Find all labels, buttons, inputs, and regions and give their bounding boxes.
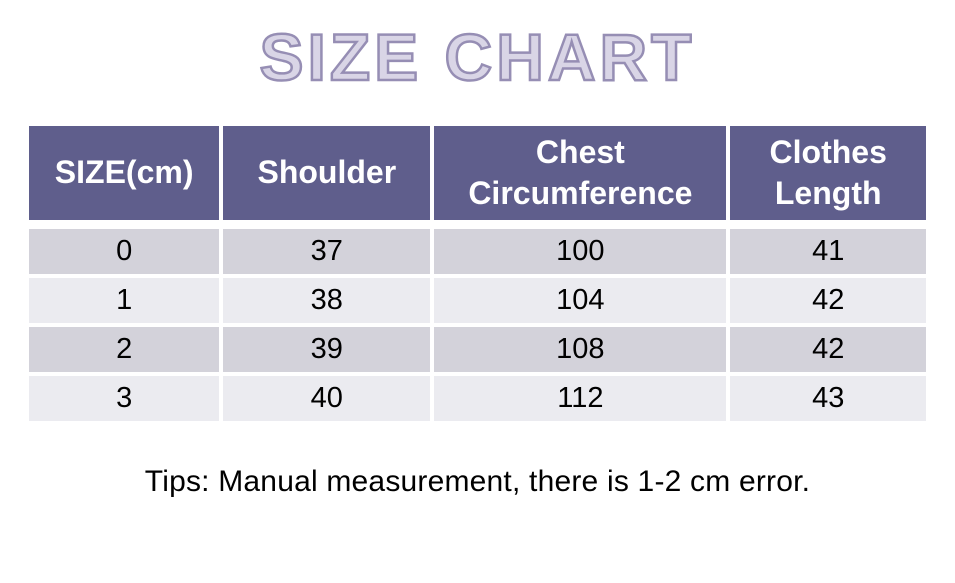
table-cell: 40 (223, 375, 431, 421)
table-row: 2 39 108 42 (29, 326, 926, 372)
size-table-header: SIZE(cm) Shoulder Chest Circumference Cl… (29, 125, 926, 225)
column-header-chest-circumference: Chest Circumference (434, 125, 727, 225)
size-table: SIZE(cm) Shoulder Chest Circumference Cl… (25, 122, 930, 425)
table-cell: 37 (223, 228, 431, 274)
size-table-body: 0 37 100 41 1 38 104 42 2 39 108 42 3 40… (29, 228, 926, 421)
table-row: 0 37 100 41 (29, 228, 926, 274)
column-header-size: SIZE(cm) (29, 125, 220, 225)
table-cell: 112 (434, 375, 727, 421)
table-cell: 1 (29, 277, 220, 323)
table-cell: 3 (29, 375, 220, 421)
table-cell: 42 (730, 277, 926, 323)
page-title: SIZE CHART (258, 19, 696, 95)
tips-note: Tips: Manual measurement, there is 1-2 c… (144, 464, 811, 498)
table-cell: 38 (223, 277, 431, 323)
table-cell: 42 (730, 326, 926, 372)
table-row: 3 40 112 43 (29, 375, 926, 421)
table-cell: 104 (434, 277, 727, 323)
table-cell: 2 (29, 326, 220, 372)
table-cell: 41 (730, 228, 926, 274)
column-header-clothes-length: Clothes Length (730, 125, 926, 225)
table-cell: 0 (29, 228, 220, 274)
table-cell: 100 (434, 228, 727, 274)
column-header-shoulder: Shoulder (223, 125, 431, 225)
size-chart-page: SIZE CHART SIZE(cm) Shoulder Chest Circu… (0, 19, 955, 499)
table-cell: 108 (434, 326, 727, 372)
table-row: 1 38 104 42 (29, 277, 926, 323)
header-row: SIZE(cm) Shoulder Chest Circumference Cl… (29, 125, 926, 225)
table-cell: 43 (730, 375, 926, 421)
table-cell: 39 (223, 326, 431, 372)
